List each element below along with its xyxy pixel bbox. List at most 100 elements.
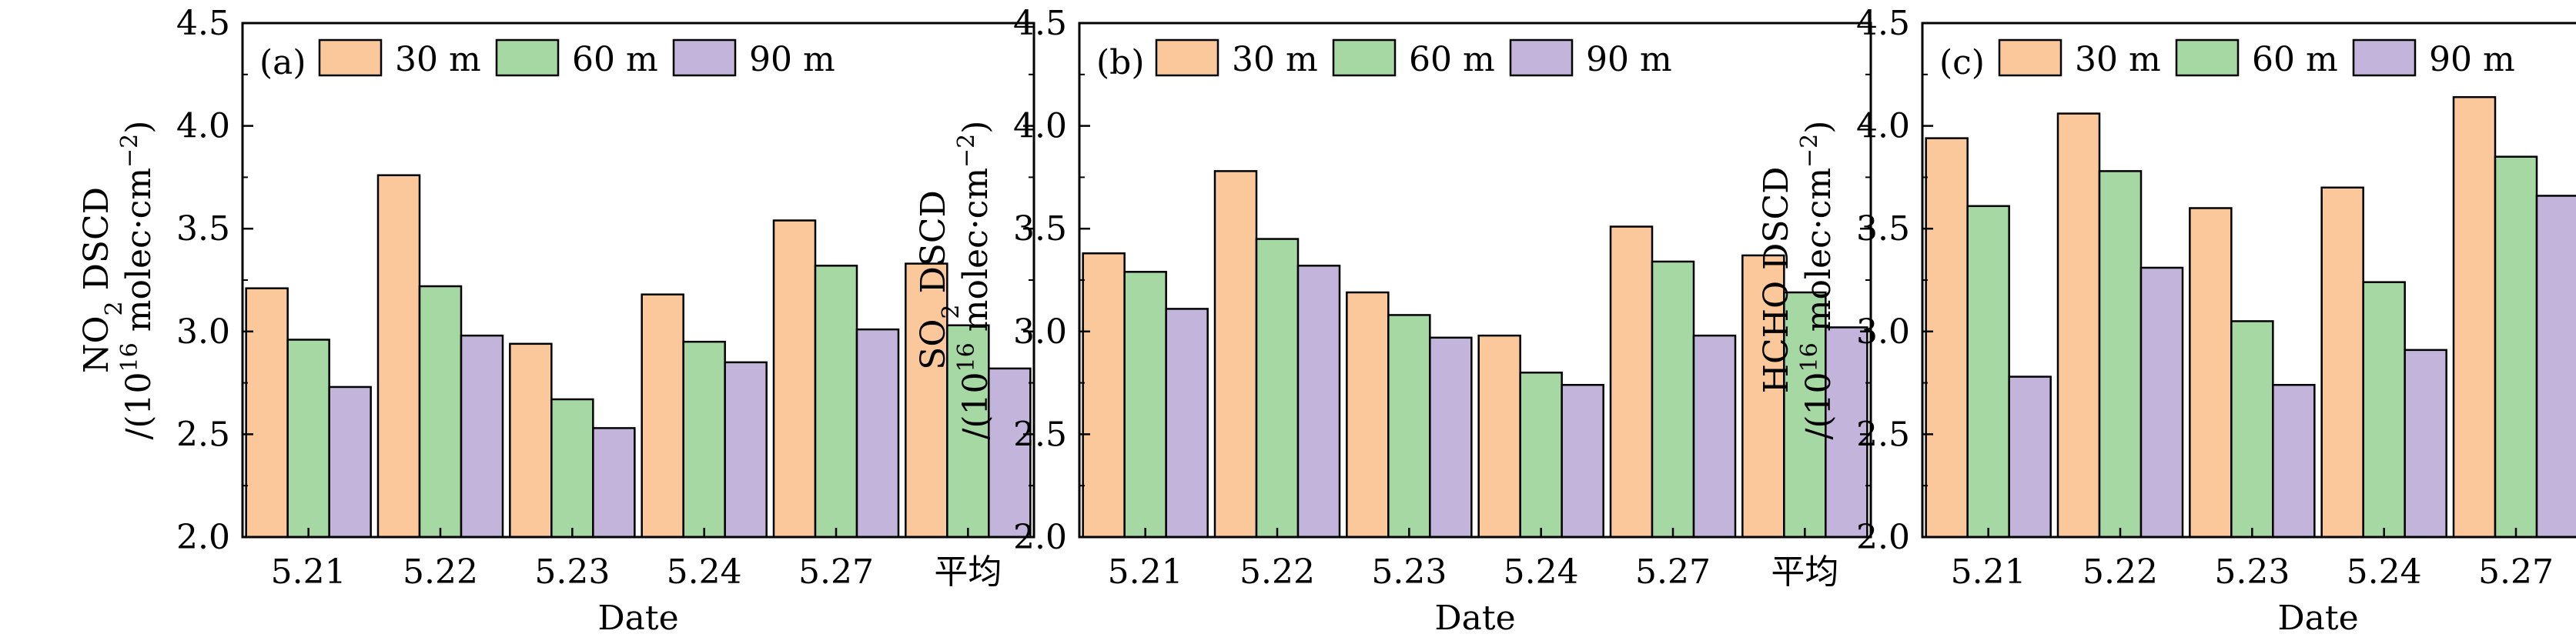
legend-label: 30 m xyxy=(2075,40,2161,79)
y-tick-label: 2.0 xyxy=(1856,518,1910,557)
panel-label: (a) xyxy=(259,43,306,82)
y-axis-title-rest: DSCD xyxy=(914,190,953,304)
y-axis-title-line1: SO2 DSCD xyxy=(914,190,965,370)
x-tick-label: 平均 xyxy=(1771,552,1838,592)
bar-90m-5.21 xyxy=(1165,308,1209,539)
x-axis-title: Date xyxy=(1434,599,1515,638)
legend-swatch xyxy=(1332,38,1397,77)
y-axis-title-line1: NO2 DSCD xyxy=(77,187,128,373)
y-tick-label: 4.5 xyxy=(1013,4,1067,43)
legend-swatch xyxy=(495,38,560,77)
x-tick-label: 5.24 xyxy=(1504,552,1579,592)
bar-30m-平均 xyxy=(905,262,948,539)
y-axis-units-prefix: /(10 xyxy=(956,372,995,439)
x-tick-label: 5.22 xyxy=(403,552,478,592)
bar-30m-5.27 xyxy=(2452,95,2497,539)
x-tick-label: 5.27 xyxy=(798,552,874,592)
bar-60m-5.24 xyxy=(2362,281,2406,539)
bar-90m-5.23 xyxy=(592,427,636,539)
y-tick-label: 4.0 xyxy=(1013,107,1067,146)
y-tick-label: 3.0 xyxy=(1856,312,1910,352)
y-tick-label: 3.5 xyxy=(1856,209,1910,249)
bar-30m-5.23 xyxy=(2189,207,2233,539)
x-tick-label: 5.23 xyxy=(2214,552,2290,592)
bar-30m-5.24 xyxy=(1477,334,1521,539)
y-tick-label: 3.5 xyxy=(176,209,230,249)
x-axis-title: Date xyxy=(597,599,678,638)
bar-60m-5.21 xyxy=(1966,205,2010,539)
y-tick-label: 2.5 xyxy=(1856,415,1910,454)
plot-frame xyxy=(1078,22,1872,539)
y-axis-title-line2: /(1016 molec·cm−2) xyxy=(116,121,159,440)
legend-swatch xyxy=(2352,38,2417,77)
y-axis-title-main: HCHO DSCD xyxy=(1757,167,1796,394)
y-axis-title-main: NO xyxy=(77,315,116,373)
bar-60m-平均 xyxy=(1783,291,1827,539)
bar-90m-5.22 xyxy=(1296,265,1341,539)
y-axis-title-sub: 2 xyxy=(938,305,965,319)
bar-90m-5.24 xyxy=(724,361,768,539)
y-axis-units-prefix: /(10 xyxy=(119,372,159,439)
bar-60m-5.24 xyxy=(1519,371,1563,539)
y-axis-units-mid: molec·cm xyxy=(119,168,159,342)
x-tick-label: 平均 xyxy=(934,552,1002,592)
bar-30m-5.23 xyxy=(509,342,553,539)
bar-30m-5.21 xyxy=(1082,252,1126,539)
bar-30m-5.27 xyxy=(772,219,817,539)
y-axis-title-line1: HCHO DSCD xyxy=(1757,167,1796,394)
y-axis-units-sup: 16 xyxy=(116,342,143,372)
legend-swatch xyxy=(1998,38,2062,77)
panel-b: 5.21 5.22 5.23 5.24 5.27 平均 2.0 2.5 3.0 3.5 4.0 4.5… xyxy=(914,4,1872,638)
bar-60m-5.21 xyxy=(1123,271,1167,539)
y-axis-units-prefix: /(10 xyxy=(1799,372,1838,439)
y-axis-title-line2: /(1016 molec·cm−2) xyxy=(953,121,996,440)
panel-a: 5.21 5.22 5.23 5.24 5.27 平均 2.0 2.5 3.0 3.5 4.0 4.5… xyxy=(77,4,1035,638)
legend-label: 30 m xyxy=(1232,40,1318,79)
legend-swatch xyxy=(318,38,383,77)
bar-90m-5.27 xyxy=(855,328,900,539)
bar-90m-5.24 xyxy=(2404,349,2447,539)
bar-60m-5.27 xyxy=(814,265,858,539)
bar-60m-5.21 xyxy=(286,339,330,539)
x-tick-label: 5.27 xyxy=(2478,552,2554,592)
bar-30m-平均 xyxy=(1741,254,1785,539)
bar-60m-5.23 xyxy=(550,398,594,539)
bar-60m-5.27 xyxy=(2494,155,2538,539)
bar-90m-平均 xyxy=(988,367,1032,539)
bar-60m-5.24 xyxy=(682,340,726,539)
bar-30m-5.27 xyxy=(1609,225,1654,539)
bar-90m-5.22 xyxy=(2139,266,2184,539)
x-tick-label: 5.23 xyxy=(534,552,610,592)
x-axis-title: Date xyxy=(2277,599,2358,638)
x-tick-label: 5.22 xyxy=(2083,552,2158,592)
legend-label: 90 m xyxy=(2429,40,2515,79)
y-axis-units-suffix: ) xyxy=(956,121,995,134)
y-axis-title-rest: DSCD xyxy=(77,187,116,301)
x-tick-label: 5.23 xyxy=(1371,552,1447,592)
y-axis-units-sup2: −2 xyxy=(1796,134,1823,168)
legend-swatch xyxy=(1509,38,1574,77)
bar-90m-5.21 xyxy=(2008,375,2052,539)
y-tick-label: 3.5 xyxy=(1013,209,1067,249)
y-axis-title-sub: 2 xyxy=(101,301,128,315)
x-tick-label: 5.27 xyxy=(1635,552,1711,592)
y-tick-label: 3.0 xyxy=(176,312,230,352)
bar-60m-5.22 xyxy=(1255,238,1300,539)
bar-30m-5.22 xyxy=(376,174,421,539)
bar-30m-5.21 xyxy=(1925,137,1969,539)
bar-60m-5.22 xyxy=(2098,170,2143,539)
panel-c: 5.21 5.22 5.23 5.24 5.27 平均 2.0 2.5 3.0 3.5 4.0 4.5… xyxy=(1757,4,2576,638)
y-tick-label: 2.5 xyxy=(176,415,230,454)
y-axis-units-suffix: ) xyxy=(119,121,159,134)
bar-90m-5.22 xyxy=(460,334,504,539)
bar-30m-5.22 xyxy=(2056,112,2101,539)
bar-90m-5.27 xyxy=(2535,195,2576,539)
legend-swatch xyxy=(672,38,737,77)
y-axis-units-mid: molec·cm xyxy=(956,168,995,342)
y-axis-units-sup: 16 xyxy=(953,342,980,372)
y-tick-label: 2.5 xyxy=(1013,415,1067,454)
y-tick-label: 2.0 xyxy=(176,518,230,557)
legend-label: 60 m xyxy=(2252,40,2338,79)
legend-label: 30 m xyxy=(395,40,481,79)
bar-90m-平均 xyxy=(1825,326,1868,539)
